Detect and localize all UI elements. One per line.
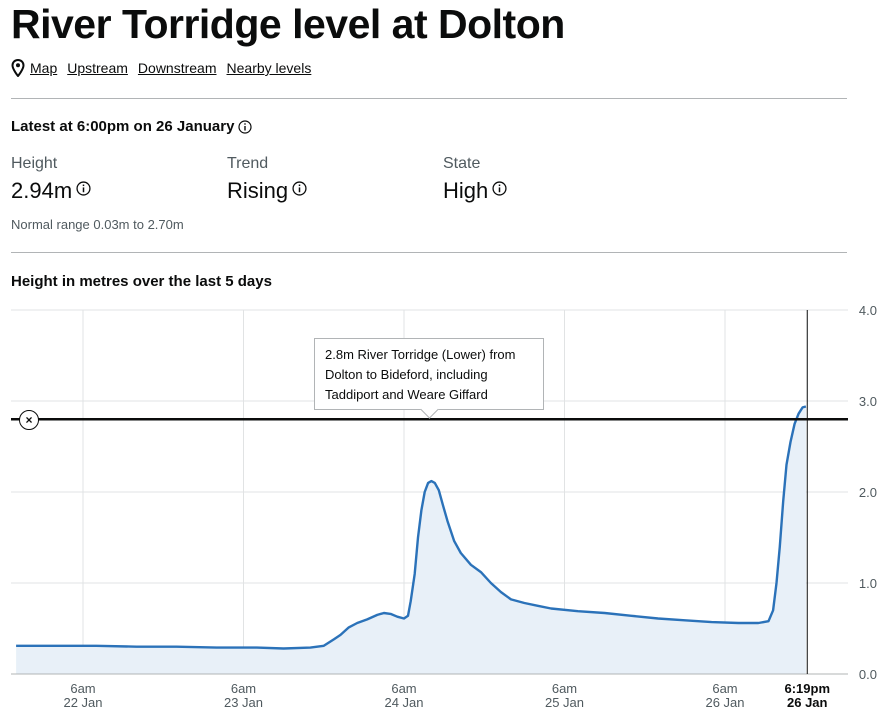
x-tick-label: 22 Jan xyxy=(63,695,102,710)
x-tick-label: 6am xyxy=(391,681,416,696)
now-date-label: 26 Jan xyxy=(787,695,828,710)
threshold-text-line: Dolton to Bideford, including xyxy=(325,367,488,382)
state-label: State xyxy=(443,155,481,172)
info-icon[interactable] xyxy=(238,119,253,134)
map-pin-icon xyxy=(11,59,25,77)
y-tick-label: 0.0 xyxy=(859,667,877,682)
x-tick-label: 24 Jan xyxy=(384,695,423,710)
divider xyxy=(11,98,847,99)
trend-info-icon[interactable] xyxy=(292,180,307,196)
y-tick-label: 1.0 xyxy=(859,576,877,591)
latest-heading: Latest at 6:00pm on 26 January xyxy=(11,118,253,135)
nearby-levels-link[interactable]: Nearby levels xyxy=(226,60,312,76)
x-tick-label: 6am xyxy=(712,681,737,696)
x-tick-label: 6am xyxy=(552,681,577,696)
threshold-text-line: Taddiport and Weare Giffard xyxy=(325,387,488,402)
trend-label: Trend xyxy=(227,155,269,172)
state-info-icon[interactable] xyxy=(492,180,507,196)
x-tick-label: 6am xyxy=(231,681,256,696)
x-tick-label: 26 Jan xyxy=(705,695,744,710)
threshold-tooltip: 2.8m River Torridge (Lower) from Dolton … xyxy=(314,338,544,410)
downstream-link[interactable]: Downstream xyxy=(137,60,217,76)
page-title: River Torridge level at Dolton xyxy=(11,1,565,47)
y-tick-label: 2.0 xyxy=(859,485,877,500)
height-info-icon[interactable] xyxy=(76,180,91,196)
normal-range: Normal range 0.03m to 2.70m xyxy=(11,217,184,232)
x-tick-label: 25 Jan xyxy=(545,695,584,710)
y-tick-label: 3.0 xyxy=(859,394,877,409)
latest-heading-text: Latest at 6:00pm on 26 January xyxy=(11,118,235,135)
threshold-close-icon[interactable]: × xyxy=(19,410,39,430)
level-area xyxy=(16,406,806,674)
now-time-label: 6:19pm xyxy=(784,681,830,696)
y-tick-label: 4.0 xyxy=(859,303,877,318)
upstream-link[interactable]: Upstream xyxy=(67,60,128,76)
level-line xyxy=(16,405,807,650)
height-stat: Height 2.94m xyxy=(11,155,91,205)
state-value: High xyxy=(443,178,489,203)
map-link[interactable]: Map xyxy=(30,60,58,76)
x-tick-label: 23 Jan xyxy=(224,695,263,710)
state-stat: State High xyxy=(443,155,507,205)
height-value: 2.94m xyxy=(11,178,73,203)
station-links: Map Upstream Downstream Nearby levels xyxy=(11,58,321,78)
threshold-text-line: 2.8m River Torridge (Lower) from xyxy=(325,347,516,362)
divider xyxy=(11,252,847,253)
trend-stat: Trend Rising xyxy=(227,155,307,205)
x-tick-label: 6am xyxy=(70,681,95,696)
trend-value: Rising xyxy=(227,178,289,203)
chart-title: Height in metres over the last 5 days xyxy=(11,273,272,290)
height-label: Height xyxy=(11,155,58,172)
